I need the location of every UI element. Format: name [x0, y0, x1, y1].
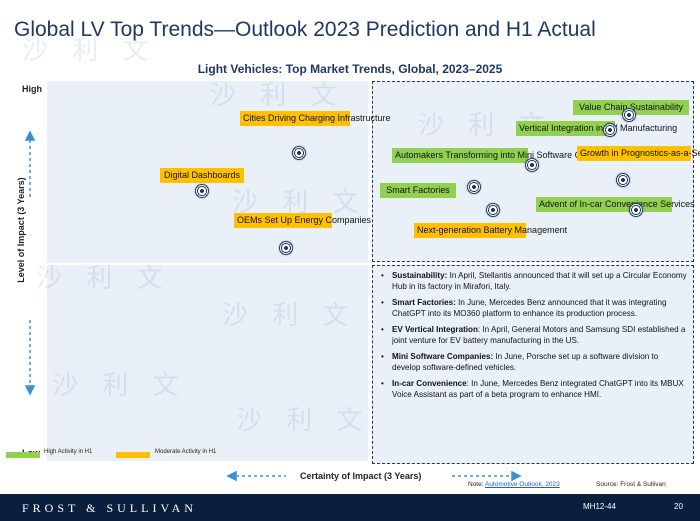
marker-point-5 — [525, 157, 540, 172]
note-link[interactable]: Automotive Outlook, 2023 — [484, 481, 560, 488]
legend-moderate-label: Moderate Activity in H1 — [155, 449, 217, 455]
x-axis-label: Certainty of Impact (3 Years) — [300, 471, 422, 481]
footer-brand-logo: FROST & SULLIVAN — [22, 501, 197, 515]
activity-item: Mini Software Companies: In June, Porsch… — [381, 351, 687, 373]
marker-point-8 — [628, 203, 643, 218]
trend-label-vertical-integration: Vertical Integration in EV Manufacturing — [516, 121, 677, 136]
activity-text: In June, Mercedes Benz announced that it… — [392, 298, 667, 318]
legend-swatch-moderate — [116, 452, 150, 458]
trend-label-smart-factories: Smart Factories — [380, 183, 456, 198]
trend-label-automakers-software: Automakers Transforming into Mini Softwa… — [392, 148, 620, 163]
y-axis-high-label: High — [22, 84, 42, 94]
activity-text: : In June, Mercedes Benz integrated Chat… — [392, 379, 684, 399]
legend-high-label: High Activity in H1 — [44, 449, 93, 455]
marker-point-2 — [279, 241, 294, 256]
activity-title: Sustainability: — [392, 271, 448, 280]
activity-list: Sustainability: In April, Stellantis ann… — [381, 270, 687, 400]
quadrant-bottom-right: Sustainability: In April, Stellantis ann… — [372, 265, 694, 464]
activity-item: Sustainability: In April, Stellantis ann… — [381, 270, 687, 292]
marker-point-9 — [486, 203, 501, 218]
activity-title: Mini Software Companies: — [392, 352, 494, 361]
trend-label-in-car-services: Advent of In-car Convenience Services — [536, 197, 695, 212]
marker-point-6 — [615, 172, 630, 187]
page-number: 20 — [674, 502, 683, 511]
activity-text: : In April, General Motors and Samsung S… — [392, 325, 686, 345]
legend-swatch-high — [6, 452, 40, 458]
y-axis-arrow-up-head — [24, 130, 36, 141]
note: Note: Automotive Outlook, 2023 — [468, 481, 560, 488]
note-prefix: Note: — [468, 481, 485, 488]
y-axis-arrow-down-head — [24, 385, 36, 396]
chart-title: Light Vehicles: Top Market Trends, Globa… — [197, 62, 503, 76]
footer-bar: FROST & SULLIVAN MH12-44 20 — [0, 494, 700, 521]
activity-text: In April, Stellantis announced that it w… — [392, 271, 687, 291]
footer-code: MH12-44 — [583, 502, 616, 511]
trend-label-battery-management: Next-generation Battery Management — [414, 223, 567, 238]
trend-label-cities-charging: Cities Driving Charging Infrastructure — [240, 111, 391, 126]
activity-title: Smart Factories: — [392, 298, 456, 307]
activity-text: In June, Porsche set up a software divis… — [392, 352, 659, 372]
marker-point-1 — [195, 184, 210, 199]
marker-point-0 — [292, 146, 307, 161]
trend-label-digital-dashboards: Digital Dashboards — [160, 168, 244, 183]
plot-divider-vertical — [368, 81, 372, 464]
marker-point-3 — [622, 108, 637, 123]
source: Source: Frost & Sullivan — [596, 481, 666, 488]
x-axis-arrow-right-head — [511, 470, 522, 482]
trend-label-value-chain: Value Chain Sustainability — [573, 100, 689, 115]
marker-point-4 — [602, 123, 617, 138]
trend-label-oems-energy: OEMs Set Up Energy Companies — [234, 213, 371, 228]
slide-title: Global LV Top Trends—Outlook 2023 Predic… — [14, 18, 596, 41]
trend-label-prognostics: Growth in Prognostics-as-a-Service — [577, 146, 700, 161]
activity-title: In-car Convenience — [392, 379, 467, 388]
marker-point-7 — [467, 180, 482, 195]
activity-item: Smart Factories: In June, Mercedes Benz … — [381, 297, 687, 319]
x-axis-arrow-left-head — [226, 470, 237, 482]
activity-item: In-car Convenience: In June, Mercedes Be… — [381, 378, 687, 400]
activity-item: EV Vertical Integration: In April, Gener… — [381, 324, 687, 346]
plot-left-panel — [47, 81, 368, 461]
activity-title: EV Vertical Integration — [392, 325, 478, 334]
